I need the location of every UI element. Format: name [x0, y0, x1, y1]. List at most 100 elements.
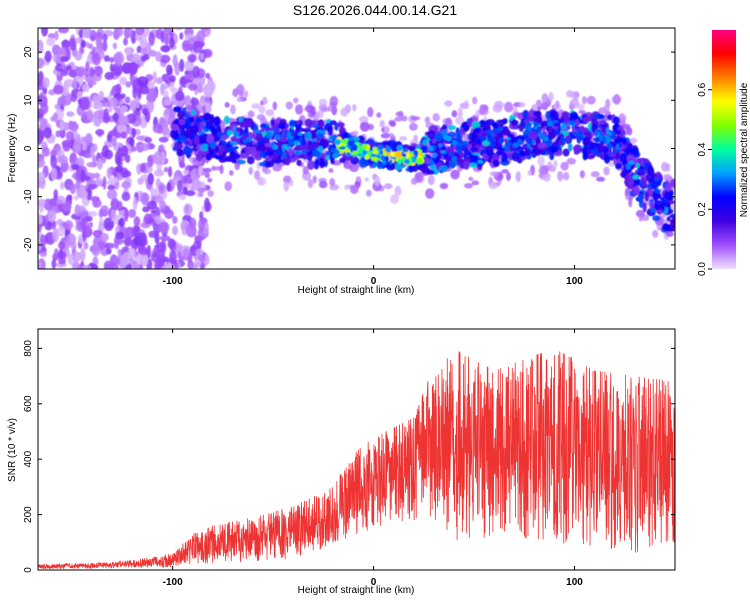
spectral-blob [163, 98, 172, 106]
spectral-blob [120, 93, 126, 99]
spectral-blob [621, 157, 629, 165]
spectral-blob [103, 242, 115, 249]
spectral-blob [262, 96, 268, 105]
spectral-blob [426, 130, 437, 140]
spectral-blob [666, 216, 671, 222]
spectral-blob [192, 65, 201, 79]
spectral-peak [361, 143, 368, 150]
spectral-peak [526, 125, 531, 132]
spectral-blob [205, 122, 212, 130]
spectral-blob [88, 221, 93, 228]
spectral-blob [154, 248, 166, 260]
spectral-blob [78, 96, 90, 111]
spectral-blob [463, 100, 469, 110]
spectral-blob [471, 180, 480, 186]
spectral-blob [174, 61, 181, 76]
spectral-blob [139, 162, 146, 173]
spectral-blob [523, 118, 531, 124]
spectral-blob [133, 216, 141, 227]
spectral-peak [527, 142, 531, 149]
spectral-blob [103, 260, 114, 269]
spectral-blob [68, 122, 79, 131]
spectral-blob [190, 109, 197, 116]
spectral-peak [286, 131, 291, 138]
spectral-blob [246, 156, 255, 165]
spectral-peak [301, 149, 308, 154]
spectral-blob [586, 95, 596, 105]
spectral-blob [224, 102, 230, 108]
spectral-blob [89, 66, 94, 78]
spectral-blob [103, 55, 110, 62]
spectral-blob [230, 136, 238, 141]
spectral-blob [174, 243, 184, 252]
spectral-blob [87, 183, 98, 190]
spectral-blob [174, 118, 179, 125]
spectral-blob [552, 160, 558, 168]
spectral-blob [198, 253, 205, 263]
spectral-blob [439, 165, 449, 172]
spectral-blob [159, 54, 171, 64]
spectral-blob [121, 191, 131, 202]
spectral-blob [353, 130, 359, 136]
spectral-blob [91, 244, 101, 257]
spectral-blob [62, 83, 69, 96]
spectral-blob [85, 226, 91, 237]
x-tick-label: -100 [163, 276, 183, 287]
spectral-peak [290, 139, 294, 145]
spectral-blob [179, 58, 185, 72]
spectral-blob [492, 122, 499, 129]
spectral-blob [199, 52, 205, 61]
spectral-blob [641, 177, 647, 187]
spectral-blob [54, 103, 61, 110]
spectral-blob [204, 172, 210, 179]
spectral-blob [590, 171, 600, 178]
spectral-blob [656, 209, 664, 214]
spectral-blob [336, 122, 345, 128]
spectral-blob [53, 189, 59, 200]
spectral-blob [258, 144, 266, 152]
spectral-blob [137, 177, 144, 185]
spectral-peak [463, 140, 468, 145]
spectral-peak [275, 149, 282, 155]
spectral-peak [332, 153, 339, 159]
spectral-blob [283, 180, 290, 192]
spectral-blob [254, 170, 261, 180]
spectral-blob [136, 76, 148, 87]
spectral-blob [510, 119, 519, 126]
spectral-blob [472, 96, 478, 105]
spectral-blob [395, 111, 404, 117]
y-tick-label: 400 [23, 450, 34, 467]
y-tick-label: 800 [23, 340, 34, 357]
spectral-blob [200, 28, 209, 33]
spectral-blob [74, 51, 83, 61]
spectral-blob [174, 90, 185, 102]
spectral-blob [102, 33, 108, 42]
spectral-blob [258, 105, 266, 114]
spectral-blob [261, 127, 266, 133]
spectral-blob [581, 96, 587, 105]
spectral-blob [492, 160, 500, 167]
spectral-blob [167, 109, 176, 118]
spectral-peak [626, 163, 631, 170]
spectral-blob [38, 260, 42, 269]
x-tick-label: 0 [371, 577, 377, 588]
spectral-blob [534, 117, 542, 123]
spectrogram-blobs [38, 28, 675, 269]
spectral-blob [207, 79, 213, 88]
spectral-peak [371, 163, 377, 168]
spectral-blob [628, 137, 638, 144]
spectral-blob [166, 181, 172, 193]
spectral-blob [662, 223, 670, 231]
x-tick-label: 100 [566, 577, 583, 588]
spectral-blob [93, 110, 105, 120]
spectral-blob [136, 232, 148, 244]
spectral-blob [236, 84, 245, 95]
spectral-blob [38, 198, 46, 207]
spectral-blob [229, 150, 236, 157]
spectral-peak [613, 148, 621, 153]
spectral-blob [40, 102, 49, 115]
spectral-blob [57, 155, 69, 165]
spectral-blob [72, 76, 78, 90]
spectral-blob [320, 138, 330, 148]
spectral-blob [120, 131, 128, 139]
